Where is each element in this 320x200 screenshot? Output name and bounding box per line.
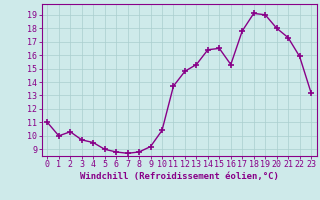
X-axis label: Windchill (Refroidissement éolien,°C): Windchill (Refroidissement éolien,°C): [80, 172, 279, 181]
